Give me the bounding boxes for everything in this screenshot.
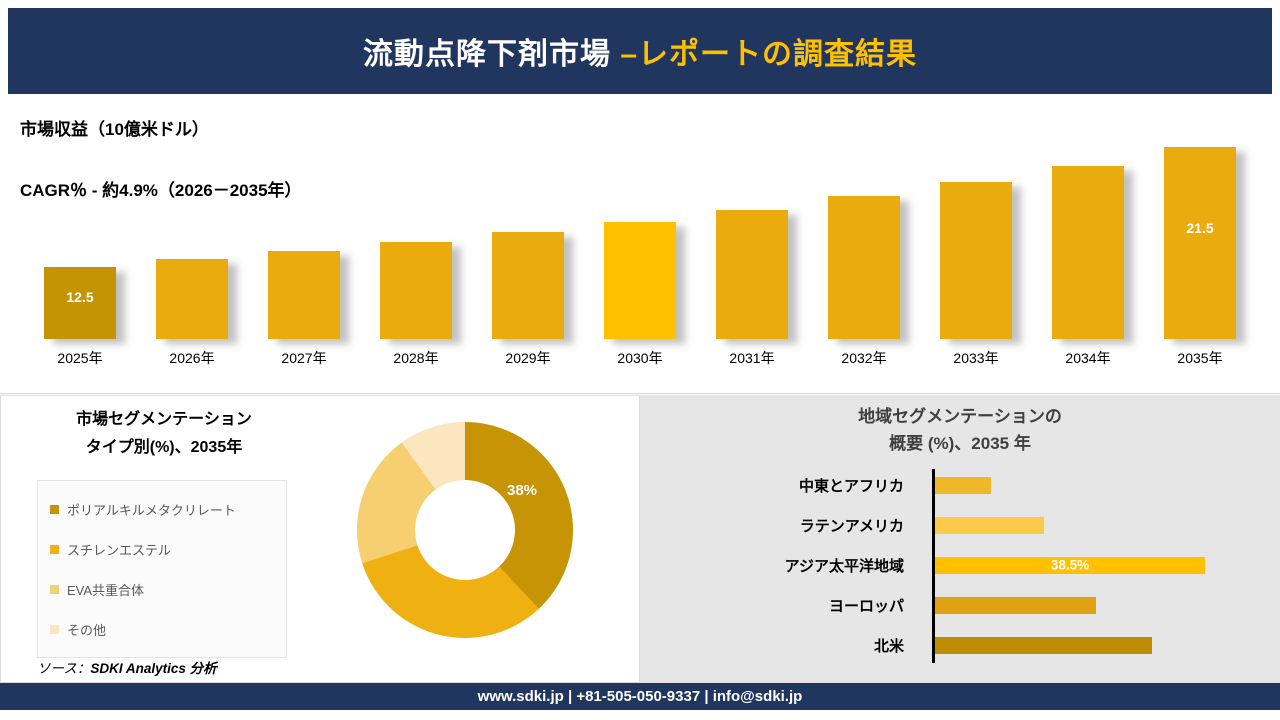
revenue-bar (940, 182, 1012, 339)
regional-bar-row: ラテンアメリカ (660, 505, 1260, 545)
regional-bar-area: 38.5% (918, 556, 1260, 574)
regional-bar-label: ラテンアメリカ (799, 517, 904, 535)
donut-chart (357, 422, 573, 638)
revenue-bar-group: 12.5 2025年 (24, 145, 136, 367)
regional-bar-label: 北米 (873, 637, 904, 655)
revenue-chart-section: 市場収益（10億米ドル） CAGR％ - 約4.9%（2026－2035年） 1… (0, 94, 1280, 394)
donut-chart-wrap: 38% (357, 422, 573, 638)
revenue-bar-year-label: 2031年 (729, 350, 775, 366)
revenue-bar (492, 232, 564, 339)
revenue-bar-group: 2028年 (360, 145, 472, 367)
revenue-bar-year-label: 2032年 (841, 350, 887, 366)
regional-title: 地域セグメンテーションの 概要 (%)、2035 年 (640, 403, 1280, 457)
regional-bar-label: 中東とアフリカ (798, 477, 904, 495)
regional-panel: 地域セグメンテーションの 概要 (%)、2035 年 中東とアフリカ ラテンアメリ… (640, 395, 1280, 683)
revenue-bar-group: 21.5 2035年 (1144, 145, 1256, 367)
header-banner: 流動点降下剤市場 –レポートの調査結果 (8, 8, 1272, 94)
page-title: 流動点降下剤市場 –レポートの調査結果 (363, 29, 917, 73)
regional-bar-row: アジア太平洋地域 38.5% (660, 545, 1260, 585)
revenue-bar (716, 210, 788, 339)
regional-title-line2: 概要 (%)、2035 年 (889, 434, 1031, 454)
legend-label: EVA共重合体 (67, 582, 145, 598)
source-prefix: ソース： (37, 661, 91, 676)
revenue-bar-group: 2026年 (136, 145, 248, 367)
regional-bar-label: アジア太平洋地域 (784, 557, 904, 575)
footer-banner: www.sdki.jp | +81-505-050-9337 | info@sd… (0, 683, 1280, 710)
revenue-bar (156, 259, 228, 339)
revenue-bar (380, 242, 452, 339)
revenue-bars: 12.5 2025年 2026年 2027年 2028年 2029年 2030年 2031年 2… (24, 145, 1256, 367)
type-segmentation-panel: 市場セグメンテーション タイプ別(%)、2035年 ポリアルキルメタクリレートス… (0, 395, 640, 683)
regional-bar-value: 38.5% (1050, 557, 1090, 573)
revenue-bar (268, 251, 340, 339)
legend-item: スチレンエステル (50, 540, 274, 559)
revenue-bar-year-label: 2033年 (953, 350, 999, 366)
legend-swatch (50, 544, 59, 554)
donut-legend: ポリアルキルメタクリレート スチレンエステル EVA共重合体 その他 (37, 480, 287, 658)
regional-bar-area (918, 636, 1260, 654)
page-title-main: 流動点降下剤市場 (362, 38, 621, 71)
source-note: ソース：SDKI Analytics 分析 (37, 657, 217, 677)
regional-bar (935, 636, 1152, 654)
legend-label: その他 (67, 622, 107, 638)
source-name: SDKI Analytics 分析 (90, 661, 217, 676)
revenue-bar-group: 2034年 (1032, 145, 1144, 367)
legend-item: その他 (50, 620, 274, 639)
legend-swatch (50, 504, 59, 514)
legend-item: EVA共重合体 (50, 580, 274, 599)
revenue-bar-year-label: 2034年 (1065, 350, 1111, 366)
regional-bar (935, 596, 1096, 614)
revenue-bar-year-label: 2027年 (281, 350, 327, 366)
legend-label: スチレンエステル (67, 542, 172, 558)
page-title-accent: –レポートの調査結果 (620, 38, 918, 71)
revenue-bar-year-label: 2025年 (57, 350, 103, 366)
regional-bar-row: 北米 (660, 625, 1260, 665)
legend-label: ポリアルキルメタクリレート (67, 502, 236, 518)
regional-title-line1: 地域セグメンテーションの (858, 407, 1062, 426)
revenue-bar-year-label: 2030年 (617, 350, 663, 366)
regional-bar-row: ヨーロッパ (660, 585, 1260, 625)
regional-bar (935, 516, 1044, 534)
revenue-bar-group: 2032年 (808, 145, 920, 367)
revenue-bar (1052, 166, 1124, 339)
cagr-label: CAGR％ - 約4.9%（2026－2035年） (20, 181, 302, 200)
donut-value-label: 38% (507, 482, 538, 499)
revenue-bar-group: 2033年 (920, 145, 1032, 367)
revenue-bar: 12.5 (44, 267, 116, 339)
revenue-bar-value: 12.5 (66, 289, 94, 306)
revenue-bar-group: 2027年 (248, 145, 360, 367)
segmentation-title-line2: タイプ別(%)、2035年 (85, 439, 243, 456)
segmentation-title: 市場セグメンテーション タイプ別(%)、2035年 (19, 406, 309, 462)
segmentation-title-line1: 市場セグメンテーション (76, 411, 252, 428)
revenue-bar (604, 222, 676, 339)
regional-axis-line (932, 469, 935, 663)
regional-bar-row: 中東とアフリカ (660, 465, 1260, 505)
regional-bar: 38.5% (935, 556, 1205, 574)
legend-swatch (50, 584, 59, 594)
regional-bar-label: ヨーロッパ (828, 597, 904, 615)
revenue-bar (828, 196, 900, 339)
revenue-bar-year-label: 2035年 (1177, 350, 1223, 366)
bottom-panels: 市場セグメンテーション タイプ別(%)、2035年 ポリアルキルメタクリレートス… (0, 395, 1280, 683)
legend-swatch (50, 624, 59, 634)
metric-label: 市場収益（10億米ドル） (20, 120, 209, 139)
revenue-bar-year-label: 2028年 (393, 350, 439, 366)
revenue-bar-year-label: 2029年 (505, 350, 551, 366)
revenue-bar-group: 2031年 (696, 145, 808, 367)
regional-bar-area (918, 476, 1260, 494)
regional-bars: 中東とアフリカ ラテンアメリカアジア太平洋地域 38.5% ヨーロッパ北米 (660, 465, 1260, 667)
revenue-bar: 21.5 (1164, 147, 1236, 339)
revenue-bar-group: 2030年 (584, 145, 696, 367)
revenue-bar-group: 2029年 (472, 145, 584, 367)
regional-bar (935, 476, 991, 494)
regional-bar-area (918, 516, 1260, 534)
revenue-bar-value: 21.5 (1186, 219, 1214, 236)
footer-contact: www.sdki.jp | +81-505-050-9337 | info@sd… (477, 688, 803, 705)
legend-item: ポリアルキルメタクリレート (50, 500, 274, 519)
regional-bar-area (918, 596, 1260, 614)
revenue-bar-year-label: 2026年 (169, 350, 215, 366)
